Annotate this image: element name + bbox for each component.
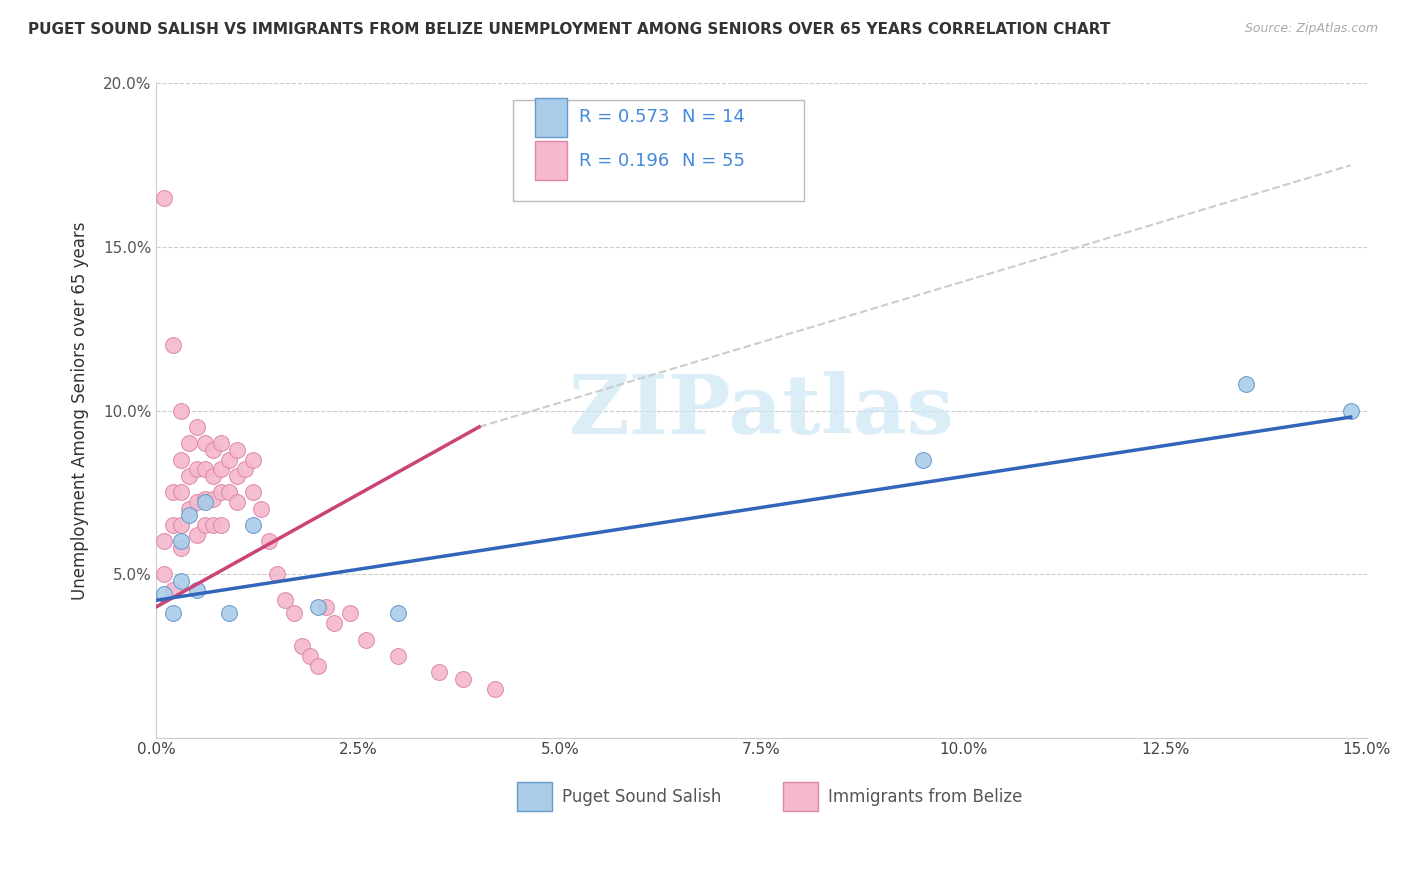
Point (186, 528, 208, 542)
Point (169, 574, 191, 588)
Point (354, 632, 377, 647)
Y-axis label: Unemployment Among Seniors over 65 years: Unemployment Among Seniors over 65 years (72, 221, 89, 599)
Point (186, 495, 208, 509)
Point (209, 462, 232, 476)
Point (209, 518, 232, 533)
Point (339, 607, 361, 621)
Point (177, 436, 200, 450)
Point (242, 518, 264, 533)
Point (226, 442, 249, 457)
Point (315, 599, 337, 614)
Text: R = 0.196: R = 0.196 (579, 152, 669, 169)
Point (162, 518, 184, 533)
Text: N = 14: N = 14 (682, 109, 745, 127)
Point (153, 587, 176, 601)
Text: Puget Sound Salish: Puget Sound Salish (562, 788, 721, 805)
FancyBboxPatch shape (513, 100, 804, 202)
Point (283, 607, 305, 621)
Point (201, 469, 224, 483)
Point (226, 469, 249, 483)
Point (186, 462, 208, 476)
Point (194, 491, 217, 506)
Point (162, 338, 184, 352)
Point (153, 567, 176, 582)
Point (177, 508, 200, 523)
Point (298, 648, 321, 663)
Point (427, 665, 450, 680)
Point (291, 639, 314, 653)
Point (169, 541, 191, 555)
Point (153, 191, 176, 205)
Point (153, 534, 176, 549)
Point (218, 452, 240, 467)
Point (266, 567, 288, 582)
Point (226, 495, 249, 509)
Point (177, 501, 200, 516)
Point (484, 681, 506, 696)
Point (209, 485, 232, 500)
Point (307, 599, 329, 614)
Text: N = 55: N = 55 (682, 152, 745, 169)
Point (169, 534, 191, 549)
Point (274, 593, 297, 607)
Point (162, 485, 184, 500)
Point (162, 607, 184, 621)
Point (162, 583, 184, 598)
Point (218, 485, 240, 500)
Point (194, 495, 217, 509)
FancyBboxPatch shape (536, 98, 567, 136)
Text: Source: ZipAtlas.com: Source: ZipAtlas.com (1244, 22, 1378, 36)
Point (387, 607, 409, 621)
FancyBboxPatch shape (517, 782, 553, 811)
Text: PUGET SOUND SALISH VS IMMIGRANTS FROM BELIZE UNEMPLOYMENT AMONG SENIORS OVER 65 : PUGET SOUND SALISH VS IMMIGRANTS FROM BE… (28, 22, 1111, 37)
Point (259, 534, 281, 549)
Point (201, 491, 224, 506)
Point (387, 648, 409, 663)
Point (307, 658, 329, 673)
Point (194, 462, 217, 476)
Point (242, 485, 264, 500)
Point (242, 452, 264, 467)
Point (1234, 377, 1257, 392)
Point (451, 672, 474, 686)
Point (186, 583, 208, 598)
Point (911, 452, 934, 467)
FancyBboxPatch shape (536, 142, 567, 180)
Point (233, 462, 256, 476)
Point (201, 518, 224, 533)
Point (194, 436, 217, 450)
Text: Immigrants from Belize: Immigrants from Belize (828, 788, 1022, 805)
Point (169, 403, 191, 417)
Point (201, 442, 224, 457)
Point (250, 501, 273, 516)
Point (169, 485, 191, 500)
Point (177, 469, 200, 483)
Point (186, 420, 208, 434)
Point (169, 452, 191, 467)
Text: R = 0.573: R = 0.573 (579, 109, 669, 127)
FancyBboxPatch shape (783, 782, 818, 811)
Point (1340, 403, 1362, 417)
Point (194, 518, 217, 533)
Point (218, 607, 240, 621)
Text: ZIPatlas: ZIPatlas (569, 370, 955, 450)
Point (169, 518, 191, 533)
Point (322, 616, 344, 631)
Point (209, 436, 232, 450)
